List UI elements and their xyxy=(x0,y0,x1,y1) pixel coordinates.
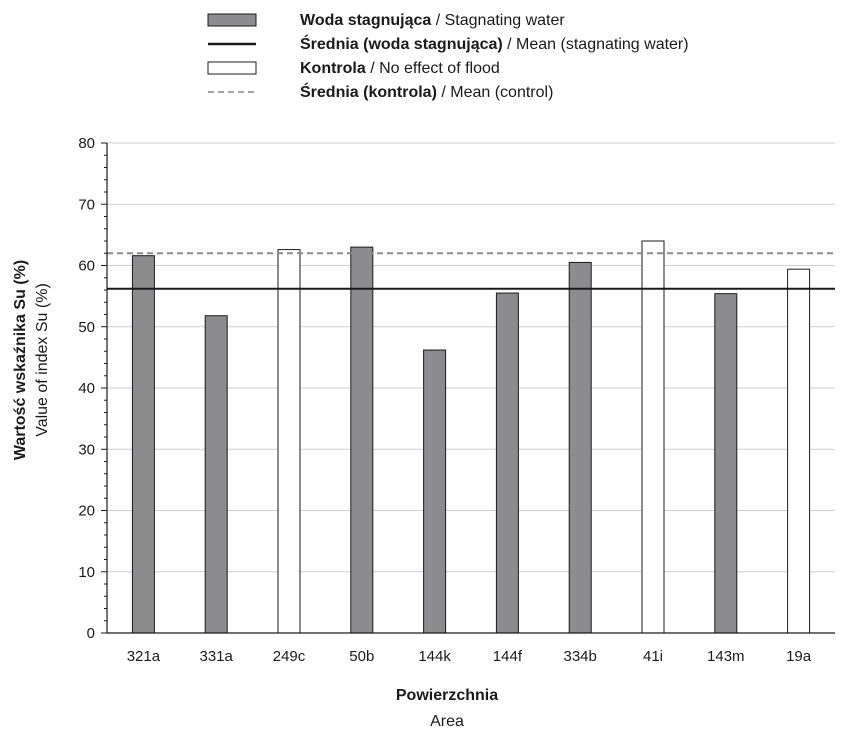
legend-label-english: / Stagnating water xyxy=(431,12,565,29)
x-tick-label-143m: 143m xyxy=(707,648,745,665)
y-tick-label-30: 30 xyxy=(78,441,95,458)
axis-labels: Wartość wskaźnika Su (%) Value of index … xyxy=(12,260,498,730)
x-tick-label-334b: 334b xyxy=(564,648,597,665)
legend-label-english: / Mean (stagnating water) xyxy=(503,36,689,53)
bar-144f xyxy=(495,292,519,634)
x-tick-label-41i: 41i xyxy=(643,648,663,665)
y-tick-label-60: 60 xyxy=(78,258,95,275)
y-tick-label-70: 70 xyxy=(78,196,95,213)
y-tick-label-40: 40 xyxy=(78,380,95,397)
x-axis-label-en: Area xyxy=(430,713,464,730)
legend-label-english: / Mean (control) xyxy=(437,84,553,101)
legend-label-bold: Woda stagnująca xyxy=(300,12,431,29)
legend-label-bold: Kontrola xyxy=(300,60,366,77)
bars xyxy=(131,240,811,634)
y-tick-label-10: 10 xyxy=(78,564,95,581)
bar-41i xyxy=(641,240,665,634)
legend-label-stagnating_mean: Średnia (woda stagnująca) / Mean (stagna… xyxy=(300,34,689,53)
y-tick-label-20: 20 xyxy=(78,503,95,520)
legend-symbol-stagnating xyxy=(207,13,257,27)
y-axis-label-en: Value of index Su (%) xyxy=(34,283,51,437)
gridlines xyxy=(107,142,835,573)
x-tick-label-144f: 144f xyxy=(493,648,523,665)
legend-label-english: / No effect of flood xyxy=(366,60,500,77)
x-tick-label-331a: 331a xyxy=(200,648,234,665)
bar-144k xyxy=(423,349,447,634)
bar-19a xyxy=(787,268,811,634)
x-axis-label-pl: Powierzchnia xyxy=(396,687,498,704)
bar-143m xyxy=(714,293,738,634)
y-axis-label-pl: Wartość wskaźnika Su (%) xyxy=(12,260,29,460)
axes: 321a 331a 249c 50b 144k 144f 334b 41i 143m 19a 0 10… xyxy=(78,135,835,665)
x-tick-label-144k: 144k xyxy=(418,648,451,665)
legend-label-control: Kontrola / No effect of flood xyxy=(300,60,500,77)
legend-label-stagnating: Woda stagnująca / Stagnating water xyxy=(300,12,565,29)
x-tick-label-321a: 321a xyxy=(127,648,161,665)
legend-symbol-control xyxy=(207,61,257,75)
legend-label-bold: Średnia (woda stagnująca) xyxy=(300,34,503,53)
y-tick-label-50: 50 xyxy=(78,319,95,336)
y-tick-label-80: 80 xyxy=(78,135,95,152)
mean-lines xyxy=(107,252,835,290)
y-tick-label-0: 0 xyxy=(87,625,95,642)
legend: Woda stagnująca / Stagnating water Średni… xyxy=(207,12,689,101)
legend-label-control_mean: Średnia (kontrola) / Mean (control) xyxy=(300,82,553,101)
bar-321a xyxy=(131,255,155,634)
x-tick-label-19a: 19a xyxy=(786,648,812,665)
x-tick-label-249c: 249c xyxy=(273,648,306,665)
bar-50b xyxy=(350,246,374,634)
x-tick-label-50b: 50b xyxy=(349,648,374,665)
legend-label-bold: Średnia (kontrola) xyxy=(300,82,437,101)
bar-249c xyxy=(277,249,301,634)
bar-334b xyxy=(568,261,592,634)
bar-331a xyxy=(204,315,228,634)
